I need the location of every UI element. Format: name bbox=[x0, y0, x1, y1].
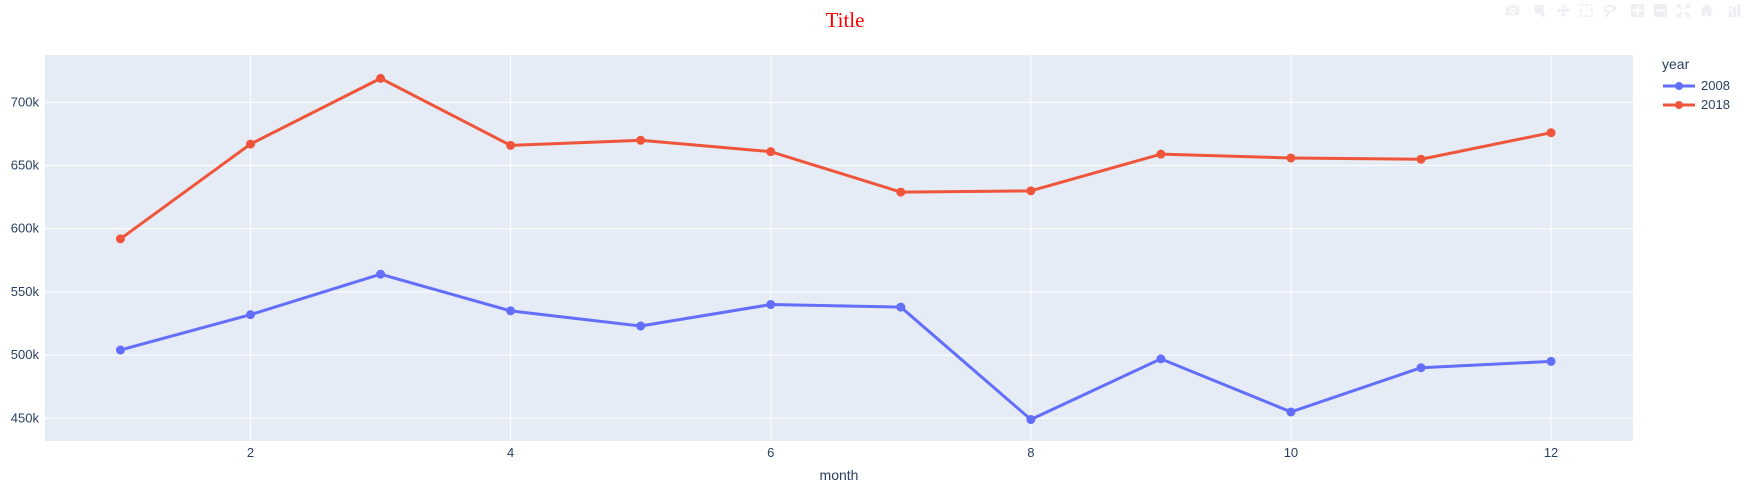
data-point-2008-m9 bbox=[1156, 354, 1166, 364]
data-point-2018-m2 bbox=[245, 139, 255, 149]
modebar-group bbox=[1532, 2, 1617, 18]
legend-item-label: 2008 bbox=[1701, 78, 1730, 93]
zoom-icon[interactable] bbox=[1532, 2, 1548, 18]
zoom-out-icon[interactable] bbox=[1652, 2, 1668, 18]
autoscale-icon[interactable] bbox=[1675, 2, 1691, 18]
data-point-2008-m10 bbox=[1286, 407, 1296, 417]
plotly-logo-icon[interactable] bbox=[1726, 2, 1742, 18]
y-tick-label: 600k bbox=[11, 221, 40, 236]
modebar-group bbox=[1726, 2, 1742, 18]
series-line-2008 bbox=[120, 272, 1552, 422]
camera-icon[interactable] bbox=[1504, 2, 1520, 18]
plot-area[interactable] bbox=[45, 55, 1633, 441]
data-point-2008-m11 bbox=[1416, 363, 1426, 373]
data-point-2018-m8 bbox=[1026, 186, 1036, 196]
legend: year 2008 2018 bbox=[1662, 56, 1730, 114]
data-point-2008-m2 bbox=[245, 310, 255, 320]
x-tick-label: 2 bbox=[247, 445, 254, 460]
data-point-2008-m4 bbox=[506, 306, 516, 316]
lasso-select-icon[interactable] bbox=[1601, 2, 1617, 18]
x-tick-label: 8 bbox=[1027, 445, 1034, 460]
zoom-in-icon[interactable] bbox=[1629, 2, 1645, 18]
data-point-2018-m6 bbox=[766, 147, 776, 157]
data-point-2008-m8 bbox=[1026, 415, 1036, 425]
data-point-2018-m4 bbox=[506, 140, 516, 150]
data-point-2018-m5 bbox=[636, 135, 646, 145]
legend-swatch-icon bbox=[1663, 100, 1695, 109]
y-tick-label: 500k bbox=[11, 347, 40, 362]
x-tick-label: 10 bbox=[1284, 445, 1298, 460]
data-point-2008-m5 bbox=[636, 321, 646, 331]
box-select-icon[interactable] bbox=[1578, 2, 1594, 18]
data-point-2018-m7 bbox=[896, 187, 906, 197]
legend-item-2008[interactable]: 2008 bbox=[1662, 76, 1730, 95]
modebar-group bbox=[1629, 2, 1714, 18]
pan-icon[interactable] bbox=[1555, 2, 1571, 18]
chart-title: Title bbox=[825, 8, 865, 32]
reset-axes-icon[interactable] bbox=[1698, 2, 1714, 18]
data-point-2018-m3 bbox=[376, 73, 386, 83]
legend-item-2018[interactable]: 2018 bbox=[1662, 95, 1730, 114]
y-tick-label: 650k bbox=[11, 158, 40, 173]
legend-swatch-icon bbox=[1663, 81, 1695, 90]
x-tick-label: 4 bbox=[507, 445, 514, 460]
plotly-modebar bbox=[1504, 2, 1742, 18]
data-point-2008-m12 bbox=[1546, 356, 1556, 366]
series-line-2018 bbox=[119, 76, 1552, 241]
data-point-2018-m12 bbox=[1546, 128, 1556, 138]
legend-title: year bbox=[1662, 56, 1690, 72]
data-point-2018-m11 bbox=[1416, 154, 1426, 164]
y-tick-label: 700k bbox=[11, 94, 40, 109]
legend-item-label: 2018 bbox=[1701, 97, 1730, 112]
y-tick-label: 550k bbox=[11, 284, 40, 299]
legend-items: 2008 2018 bbox=[1662, 76, 1730, 114]
x-tick-label: 6 bbox=[767, 445, 774, 460]
data-point-2018-m10 bbox=[1286, 153, 1296, 163]
data-point-2018-m1 bbox=[115, 234, 125, 244]
data-point-2008-m6 bbox=[766, 300, 776, 310]
x-axis-title: month bbox=[820, 467, 859, 483]
data-point-2018-m9 bbox=[1156, 149, 1166, 159]
data-point-2008-m1 bbox=[115, 345, 125, 355]
data-point-2008-m3 bbox=[376, 269, 386, 279]
y-tick-label: 450k bbox=[11, 410, 40, 425]
x-tick-label: 12 bbox=[1544, 445, 1558, 460]
modebar-group bbox=[1504, 2, 1520, 18]
data-point-2008-m7 bbox=[896, 302, 906, 312]
